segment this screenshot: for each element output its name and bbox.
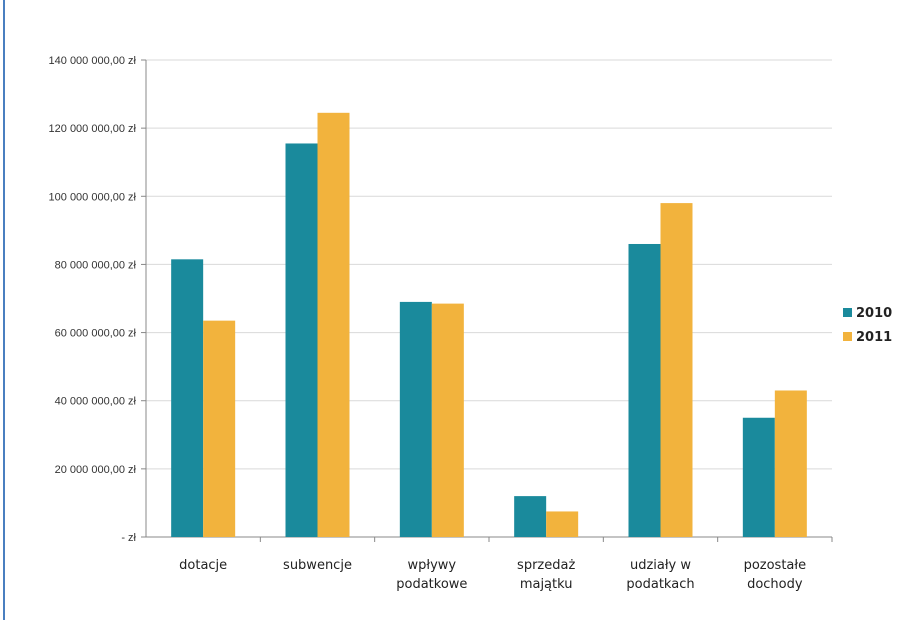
x-category-label: podatkowe xyxy=(396,577,467,592)
bar-2010-0 xyxy=(171,259,204,537)
y-tick-label: 80 000 000,00 zł xyxy=(55,259,137,271)
legend-swatch-2011 xyxy=(843,332,852,341)
bar-2011-3 xyxy=(546,511,579,537)
x-category-label: majątku xyxy=(520,577,573,592)
x-category-label: udziały w xyxy=(630,558,691,573)
bar-2011-1 xyxy=(317,112,350,537)
bar-2010-3 xyxy=(514,496,547,537)
legend-label: 2011 xyxy=(856,330,892,345)
bar-2010-4 xyxy=(628,243,661,537)
y-tick-label: 120 000 000,00 zł xyxy=(49,123,137,135)
x-category-label: sprzedaż xyxy=(517,558,575,573)
legend-swatch-2010 xyxy=(843,308,852,317)
x-category-label: dotacje xyxy=(179,558,227,573)
x-category-label: wpływy xyxy=(408,558,457,573)
x-category-label: dochody xyxy=(747,577,803,592)
legend-label: 2010 xyxy=(856,306,892,321)
y-tick-label: 20 000 000,00 zł xyxy=(55,464,137,476)
y-tick-label: - zł xyxy=(121,532,136,544)
y-tick-label: 100 000 000,00 zł xyxy=(49,191,137,203)
x-category-label: pozostałe xyxy=(744,558,807,573)
bar-2011-0 xyxy=(203,320,236,537)
bar-2010-2 xyxy=(399,301,432,537)
frame-border xyxy=(3,0,5,620)
x-category-label: subwencje xyxy=(283,558,352,573)
y-tick-label: 60 000 000,00 zł xyxy=(55,328,137,340)
bar-2011-4 xyxy=(660,203,693,537)
y-tick-label: 40 000 000,00 zł xyxy=(55,396,137,408)
x-category-label: podatkach xyxy=(626,577,694,592)
bar-2010-5 xyxy=(742,417,775,537)
bar-2011-2 xyxy=(431,303,464,537)
y-tick-label: 140 000 000,00 zł xyxy=(49,55,137,67)
bar-2011-5 xyxy=(774,390,807,537)
bar-2010-1 xyxy=(285,143,318,537)
